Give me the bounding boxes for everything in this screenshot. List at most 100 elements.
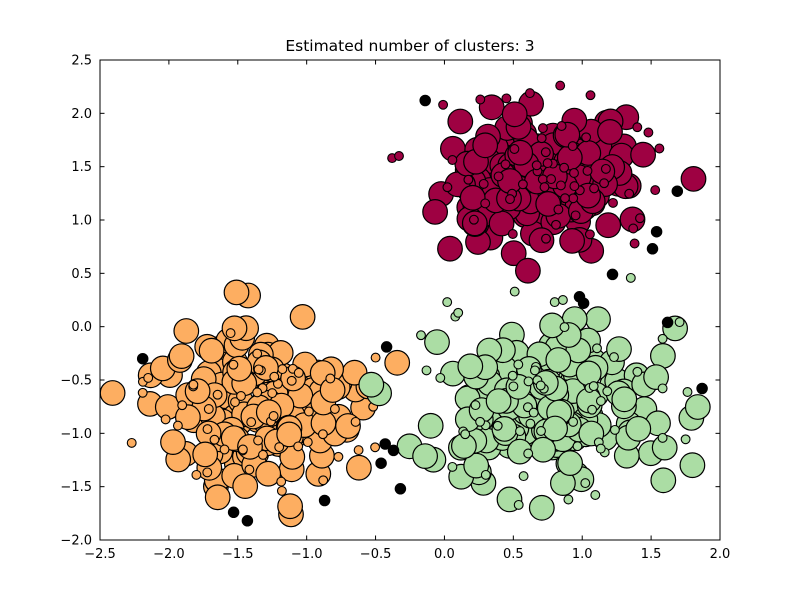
data-point <box>581 132 592 143</box>
data-point <box>173 318 200 344</box>
data-point <box>501 101 528 128</box>
cluster-1-orange-points <box>100 279 411 528</box>
data-point <box>437 235 463 262</box>
data-point <box>277 364 288 375</box>
y-axis-tick-labels: −2.0 −1.5 −1.0 −0.5 0.0 0.5 1.0 1.5 2.0 2.5 <box>60 54 92 549</box>
data-point <box>237 444 248 455</box>
data-point <box>555 80 566 91</box>
data-point <box>203 404 214 414</box>
data-point <box>595 443 606 454</box>
data-point <box>546 174 557 185</box>
data-point <box>635 213 645 224</box>
data-point <box>421 365 432 376</box>
data-point <box>204 484 231 511</box>
data-point <box>375 457 387 469</box>
data-point <box>542 415 568 442</box>
data-point <box>276 485 287 496</box>
data-point <box>609 424 620 435</box>
data-point <box>556 121 567 131</box>
data-point <box>463 174 474 185</box>
data-point <box>513 499 524 510</box>
data-point <box>317 429 328 440</box>
data-point <box>513 359 524 370</box>
data-point <box>523 448 534 459</box>
y-tick-label: 2.0 <box>71 107 92 122</box>
data-point <box>501 93 512 104</box>
data-point <box>438 99 449 110</box>
x-axis-tick-labels: −2.5 −2.0 −1.5 −1.0 −0.5 0.0 0.5 1.0 1.5 2.0 <box>84 547 730 562</box>
data-point <box>588 381 599 392</box>
data-point <box>412 443 439 470</box>
data-point <box>570 210 581 221</box>
x-tick-label: −1.5 <box>222 547 254 562</box>
data-point <box>599 178 610 189</box>
data-point <box>582 165 593 176</box>
data-point <box>100 380 126 406</box>
data-point <box>225 328 236 339</box>
x-tick-label: 0.0 <box>434 547 455 562</box>
data-point <box>551 219 561 230</box>
data-point <box>480 198 491 209</box>
data-point <box>540 147 551 158</box>
data-point <box>525 418 536 429</box>
data-point <box>447 461 458 472</box>
data-point <box>632 122 643 133</box>
data-point <box>584 229 595 240</box>
data-point <box>577 297 590 309</box>
data-point <box>252 348 263 359</box>
data-point <box>236 391 246 401</box>
data-point <box>172 420 183 431</box>
data-point <box>478 178 489 189</box>
data-point <box>680 165 707 192</box>
data-point <box>609 352 619 363</box>
data-point <box>286 375 297 386</box>
data-point <box>442 182 453 193</box>
data-point <box>276 476 287 487</box>
data-point <box>632 366 643 377</box>
data-point <box>624 188 635 199</box>
data-point <box>475 94 486 105</box>
y-tick-label: −1.5 <box>60 480 92 495</box>
data-point <box>602 386 613 397</box>
data-point <box>518 471 529 482</box>
data-point <box>650 225 663 238</box>
data-point <box>447 155 458 165</box>
data-point <box>625 272 636 283</box>
y-tick-label: 1.0 <box>71 214 92 229</box>
data-point <box>160 414 171 425</box>
data-point <box>277 493 304 520</box>
data-point <box>268 411 279 421</box>
data-point <box>553 204 564 215</box>
data-point <box>585 90 596 101</box>
data-point <box>657 432 668 443</box>
data-point <box>600 163 611 174</box>
data-point <box>253 435 264 446</box>
data-point <box>684 394 711 420</box>
data-point <box>628 223 639 234</box>
data-point <box>435 372 446 383</box>
x-tick-label: −2.5 <box>84 547 116 562</box>
data-point <box>671 185 684 197</box>
data-point <box>460 429 471 440</box>
data-point <box>537 123 548 134</box>
data-point <box>606 268 619 281</box>
data-point <box>468 214 479 225</box>
data-point <box>293 441 304 452</box>
data-point <box>643 127 654 138</box>
cluster-0-dark-red-points <box>387 80 707 284</box>
data-point <box>529 365 540 376</box>
data-point <box>507 229 518 239</box>
data-point <box>541 233 551 244</box>
data-point <box>508 381 519 392</box>
data-point <box>528 407 539 418</box>
data-point <box>241 515 254 527</box>
data-point <box>557 450 583 477</box>
data-point <box>318 475 329 486</box>
data-point <box>625 415 652 442</box>
data-point <box>453 307 464 318</box>
x-tick-label: −0.5 <box>360 547 392 562</box>
data-point <box>629 238 640 249</box>
data-point <box>555 180 566 191</box>
data-point <box>370 352 381 363</box>
data-point <box>531 160 542 171</box>
